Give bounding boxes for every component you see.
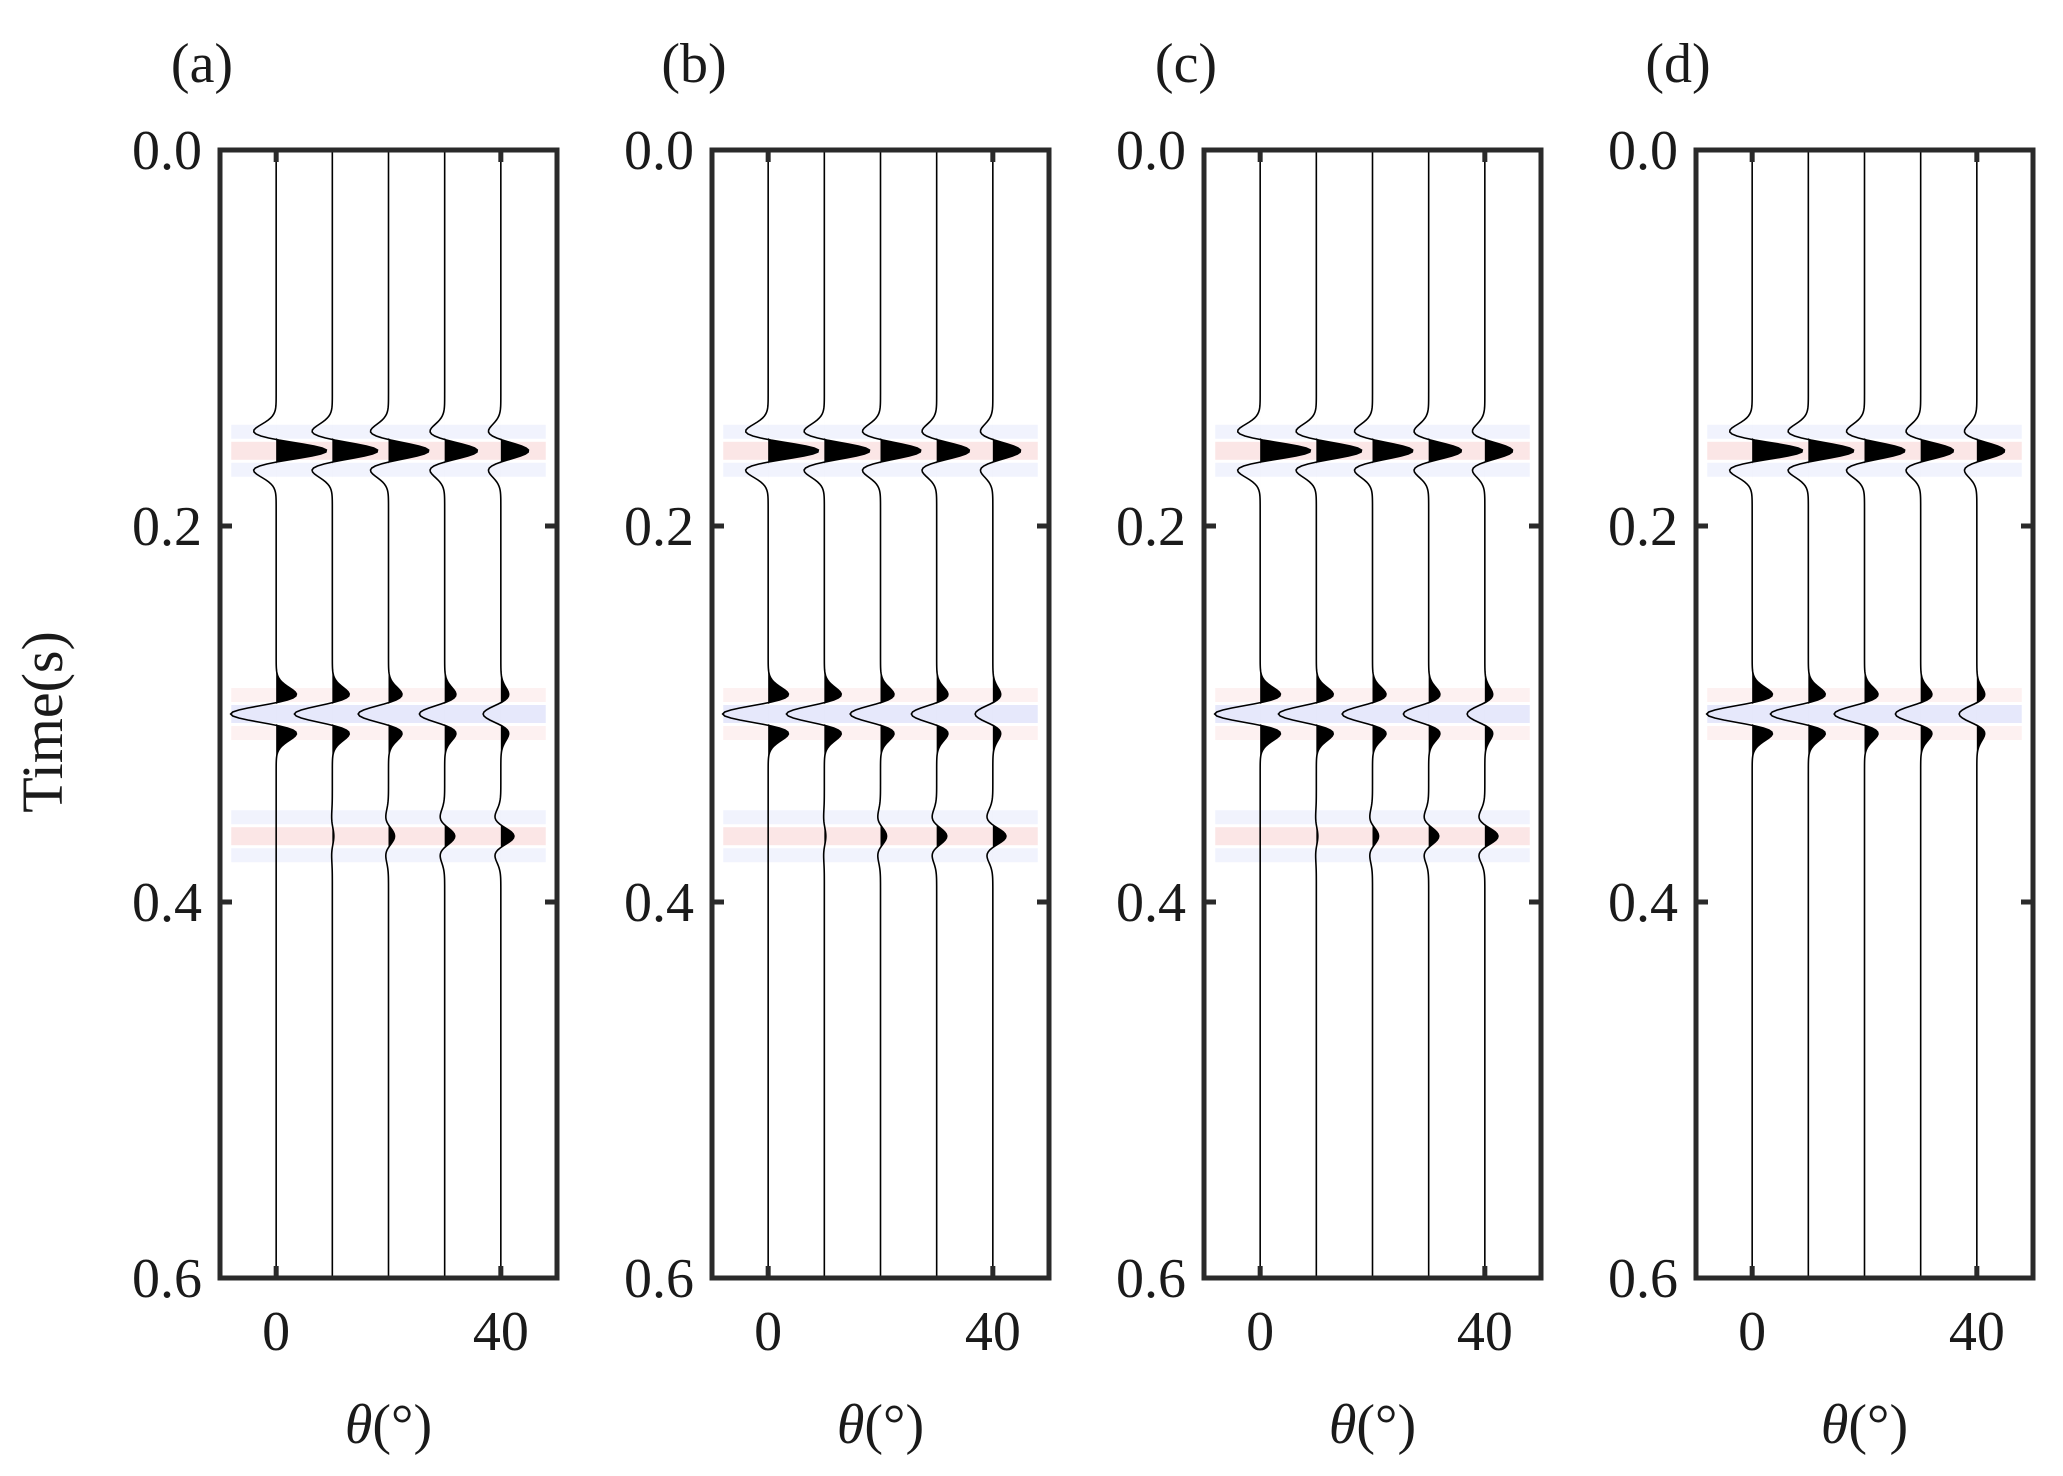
trace-line — [482, 150, 530, 1278]
y-tick-label: 0.2 — [1608, 496, 1678, 558]
trace-line — [1894, 150, 1955, 1278]
trace-line — [293, 150, 379, 1278]
plot-frame — [1693, 147, 2036, 1281]
panel-c: 0.0 0.2 0.4 0.6 0 40 θ(°) (c) — [1116, 33, 1544, 1456]
y-tick-label: 0.4 — [1116, 872, 1186, 934]
trace-line — [849, 150, 922, 1278]
y-tick-label: 0.2 — [132, 496, 202, 558]
panel-label: (c) — [1155, 33, 1217, 95]
shade-band — [1215, 848, 1530, 863]
trace-line — [974, 150, 1022, 1278]
x-tick-label: 40 — [473, 1301, 529, 1363]
trace-line — [1769, 150, 1855, 1278]
y-tick-label: 0.4 — [624, 872, 694, 934]
y-tick-label: 0.6 — [624, 1248, 694, 1310]
shade-band — [723, 810, 1038, 825]
panel-a: 0.0 0.2 0.4 0.6 0 40 θ(°) (a) — [132, 33, 560, 1456]
trace-line — [1277, 150, 1363, 1278]
panel-label: (b) — [661, 33, 726, 95]
x-tick-label: 40 — [1949, 1301, 2005, 1363]
trace-line — [910, 150, 971, 1278]
y-tick-label: 0.2 — [1116, 496, 1186, 558]
shade-band — [231, 424, 546, 439]
y-tick-label: 0.0 — [132, 120, 202, 182]
y-tick-label: 0.2 — [624, 496, 694, 558]
trace-line — [1466, 150, 1514, 1278]
trace-line — [1213, 150, 1312, 1278]
x-tick-label: 0 — [1246, 1301, 1274, 1363]
panel-d: 0.0 0.2 0.4 0.6 0 40 θ(°) (d) — [1608, 33, 2036, 1456]
x-axis-label: θ(°) — [345, 1394, 432, 1456]
x-tick-label: 0 — [1738, 1301, 1766, 1363]
x-tick-label: 40 — [1457, 1301, 1513, 1363]
x-axis-label: θ(°) — [837, 1394, 924, 1456]
plot-frame — [1201, 147, 1544, 1281]
y-axis-label: Time(s) — [10, 631, 75, 813]
trace-line — [229, 150, 328, 1278]
trace-line — [1341, 150, 1414, 1278]
x-axis-label: θ(°) — [1329, 1394, 1416, 1456]
y-tick-label: 0.4 — [1608, 872, 1678, 934]
y-tick-label: 0.4 — [132, 872, 202, 934]
shade-band — [723, 848, 1038, 863]
trace-line — [785, 150, 871, 1278]
shade-band — [1707, 462, 2022, 477]
trace-line — [721, 150, 820, 1278]
shade-band — [1707, 424, 2022, 439]
trace-line — [357, 150, 430, 1278]
y-tick-label: 0.0 — [1116, 120, 1186, 182]
shade-band — [231, 462, 546, 477]
trace-line — [1833, 150, 1906, 1278]
panel-label: (d) — [1645, 33, 1710, 95]
shade-band — [231, 848, 546, 863]
shade-band — [1215, 462, 1530, 477]
panels: 0.0 0.2 0.4 0.6 0 40 θ(°) (a) 0.0 0.2 0.4 0.6 0 40 θ(°… — [132, 33, 2036, 1456]
shade-band — [1215, 810, 1530, 825]
trace-line — [1705, 150, 1804, 1278]
panel-label: (a) — [171, 33, 233, 95]
plot-frame — [709, 147, 1052, 1281]
trace-line — [418, 150, 479, 1278]
trace-line — [1402, 150, 1463, 1278]
x-tick-label: 40 — [965, 1301, 1021, 1363]
y-tick-label: 0.6 — [1116, 1248, 1186, 1310]
y-tick-label: 0.0 — [1608, 120, 1678, 182]
x-tick-label: 0 — [754, 1301, 782, 1363]
y-tick-label: 0.0 — [624, 120, 694, 182]
x-tick-label: 0 — [262, 1301, 290, 1363]
shade-band — [231, 810, 546, 825]
shade-band — [723, 462, 1038, 477]
panel-b: 0.0 0.2 0.4 0.6 0 40 θ(°) (b) — [624, 33, 1052, 1456]
shade-band — [723, 424, 1038, 439]
plot-frame — [217, 147, 560, 1281]
x-axis-label: θ(°) — [1821, 1394, 1908, 1456]
y-tick-label: 0.6 — [132, 1248, 202, 1310]
y-tick-label: 0.6 — [1608, 1248, 1678, 1310]
shade-band — [1215, 424, 1530, 439]
trace-line — [1958, 150, 2006, 1278]
